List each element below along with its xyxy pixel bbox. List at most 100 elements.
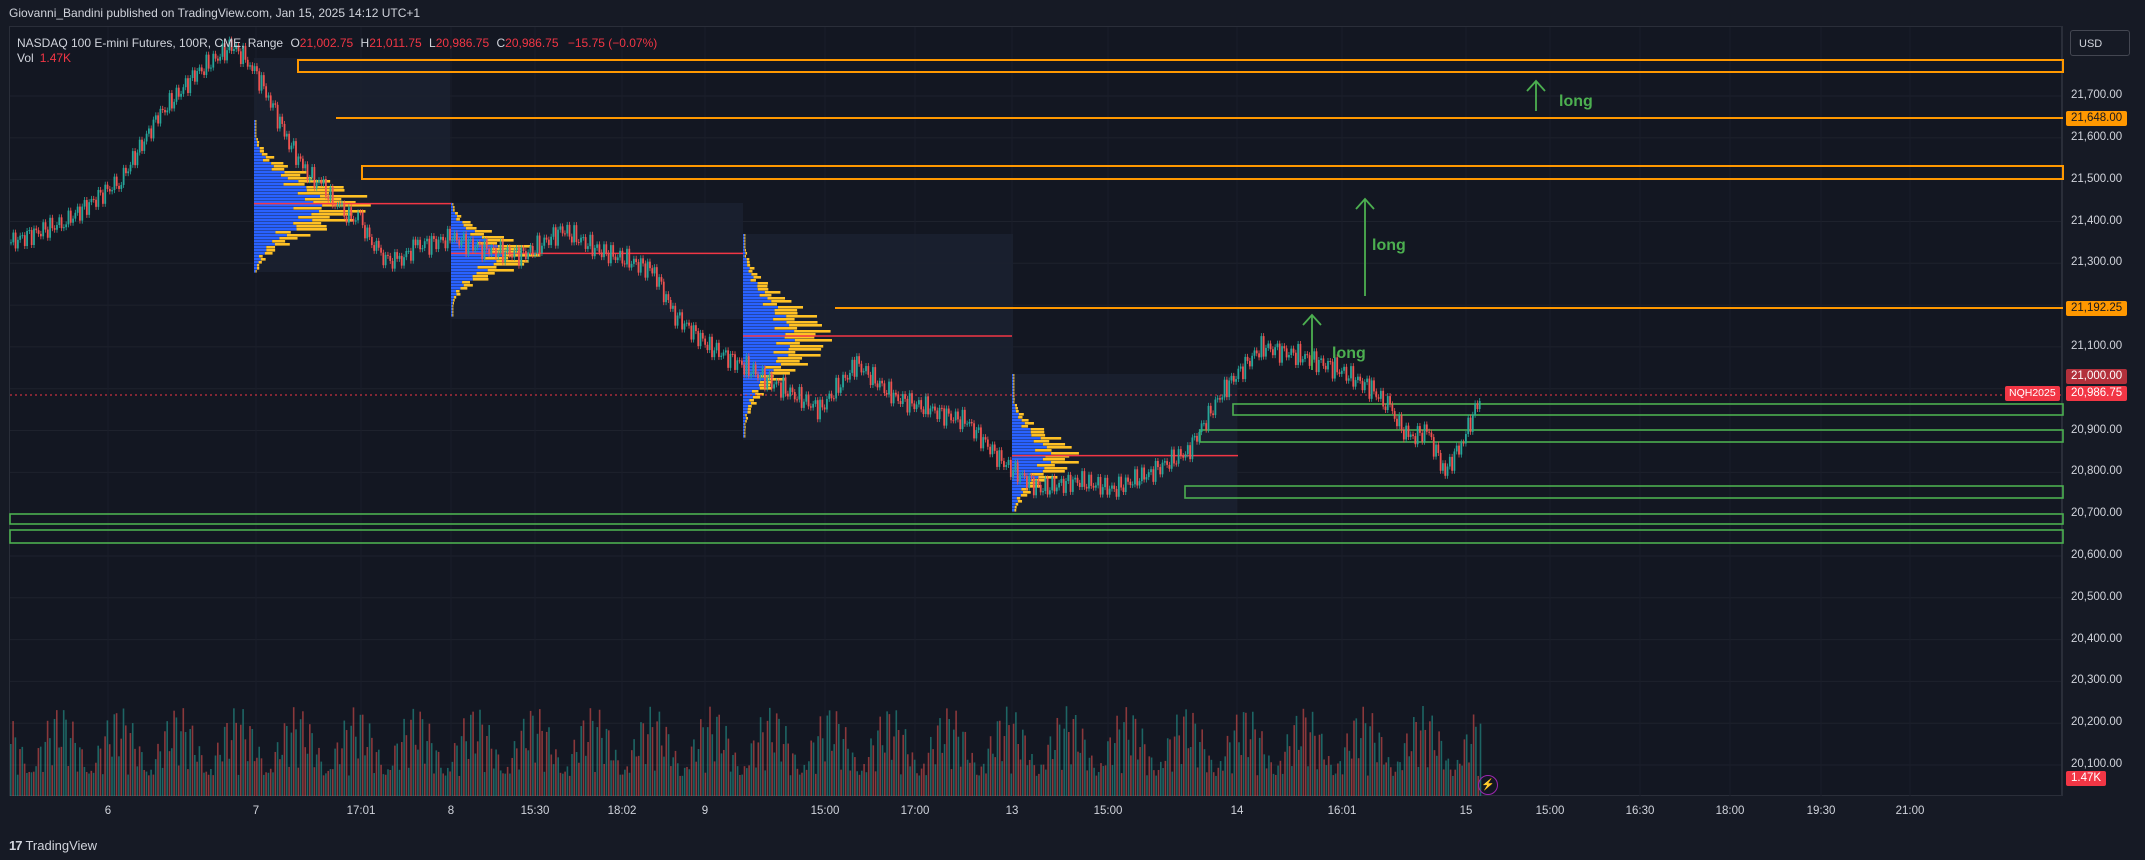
- volume-bar: [217, 742, 219, 796]
- profile-bar-blue: [451, 299, 454, 302]
- profile-bar-blue: [743, 279, 751, 282]
- candle-body: [1117, 476, 1120, 497]
- candle-body: [894, 392, 897, 395]
- volume-bar: [1445, 760, 1447, 796]
- profile-bar-blue: [743, 363, 781, 366]
- volume-bar: [1123, 722, 1125, 796]
- profile-bar-blue: [743, 270, 749, 273]
- profile-bar-yellow: [1050, 461, 1079, 464]
- volume-bar: [1104, 765, 1107, 796]
- volume-bar: [37, 748, 40, 796]
- candle-body: [906, 398, 909, 413]
- candle-body: [1265, 347, 1267, 357]
- candle-body: [1297, 343, 1300, 365]
- currency-button[interactable]: USD: [2070, 30, 2130, 56]
- volume-bar: [529, 710, 532, 796]
- volume-bar: [458, 775, 461, 796]
- volume-bar: [877, 730, 879, 796]
- candle-body: [736, 360, 739, 370]
- volume-bar: [815, 773, 817, 796]
- candle-body: [260, 75, 263, 91]
- candle-body: [789, 387, 792, 397]
- brand[interactable]: 17 TradingView: [9, 838, 97, 853]
- volume-bar: [1173, 736, 1176, 796]
- volume-bar: [1321, 733, 1323, 796]
- candle-body: [173, 101, 176, 109]
- candle-body: [1439, 452, 1442, 471]
- candle-body: [368, 227, 371, 237]
- candle-body: [306, 164, 309, 181]
- profile-bar-blue: [743, 402, 751, 405]
- profile-bar-yellow: [284, 171, 307, 174]
- profile-bar-blue: [743, 360, 777, 363]
- candle-body: [1458, 445, 1460, 455]
- volume-bar: [1355, 718, 1358, 796]
- candle-body: [1239, 366, 1242, 369]
- level-label-3: 21,000.00: [2066, 369, 2128, 384]
- profile-bar-blue: [1012, 410, 1016, 413]
- candle-body: [1209, 405, 1212, 414]
- candle-body: [221, 43, 224, 57]
- volume-bar: [1169, 739, 1171, 796]
- volume-bar: [626, 766, 628, 796]
- volume-bar: [371, 737, 373, 796]
- volume-bar: [194, 754, 196, 796]
- profile-bar-blue: [1012, 425, 1022, 428]
- symbol-name[interactable]: NASDAQ 100 E-mini Futures, 100R, CME, Ra…: [17, 36, 284, 50]
- volume-bar: [941, 752, 944, 796]
- volume-bar: [1309, 732, 1312, 796]
- candle-body: [830, 393, 833, 399]
- profile-bar-blue: [1012, 422, 1025, 425]
- volume-bar: [959, 766, 962, 796]
- candle-body: [667, 294, 670, 300]
- candle-body: [313, 167, 316, 188]
- profile-bar-yellow: [757, 285, 768, 288]
- volume-bar: [1061, 769, 1063, 796]
- profile-bar-yellow: [257, 267, 260, 270]
- volume-bar: [962, 731, 964, 796]
- volume-bar: [904, 729, 907, 796]
- volume-bar: [322, 775, 325, 796]
- candle-body: [58, 217, 61, 226]
- high-value: 21,011.75: [369, 36, 422, 50]
- candle-body: [1085, 486, 1088, 489]
- volume-bar: [532, 715, 534, 796]
- volume-bar: [617, 760, 619, 796]
- candle-body: [1350, 366, 1352, 379]
- volume-bar: [927, 752, 930, 796]
- volume-bar: [1348, 750, 1351, 796]
- profile-bar-yellow: [456, 290, 460, 293]
- candle-body: [1200, 423, 1203, 433]
- candle-body: [1062, 478, 1065, 493]
- candle-body: [1037, 480, 1040, 485]
- candle-body: [324, 178, 327, 197]
- candle-body: [814, 400, 817, 404]
- volume-bar: [794, 754, 796, 796]
- lightning-icon[interactable]: ⚡: [1478, 775, 1498, 795]
- volume-bar: [1293, 725, 1295, 796]
- candle-body: [699, 332, 702, 347]
- candle-body: [915, 404, 918, 410]
- volume-bar: [755, 767, 757, 796]
- volume-bar: [1357, 758, 1360, 796]
- volume-bar: [74, 742, 76, 796]
- profile-bar-blue: [743, 357, 778, 360]
- candle-body: [33, 228, 35, 246]
- profile-bar-blue: [254, 186, 307, 189]
- volume-bar: [56, 710, 58, 796]
- profile-bar-blue: [451, 308, 453, 311]
- candle-body: [924, 396, 927, 415]
- candle-body: [485, 240, 488, 249]
- candle-body: [1225, 379, 1228, 398]
- candle-body: [1067, 474, 1070, 482]
- volume-bar: [702, 727, 704, 796]
- volume-bar: [713, 761, 716, 796]
- volume-bar: [624, 769, 626, 796]
- profile-bar-yellow: [785, 333, 816, 336]
- volume-bar: [858, 774, 861, 796]
- candle-body: [761, 368, 764, 376]
- volume-bar: [670, 766, 672, 796]
- candle-body: [1366, 378, 1368, 383]
- profile-bar-yellow: [255, 129, 257, 132]
